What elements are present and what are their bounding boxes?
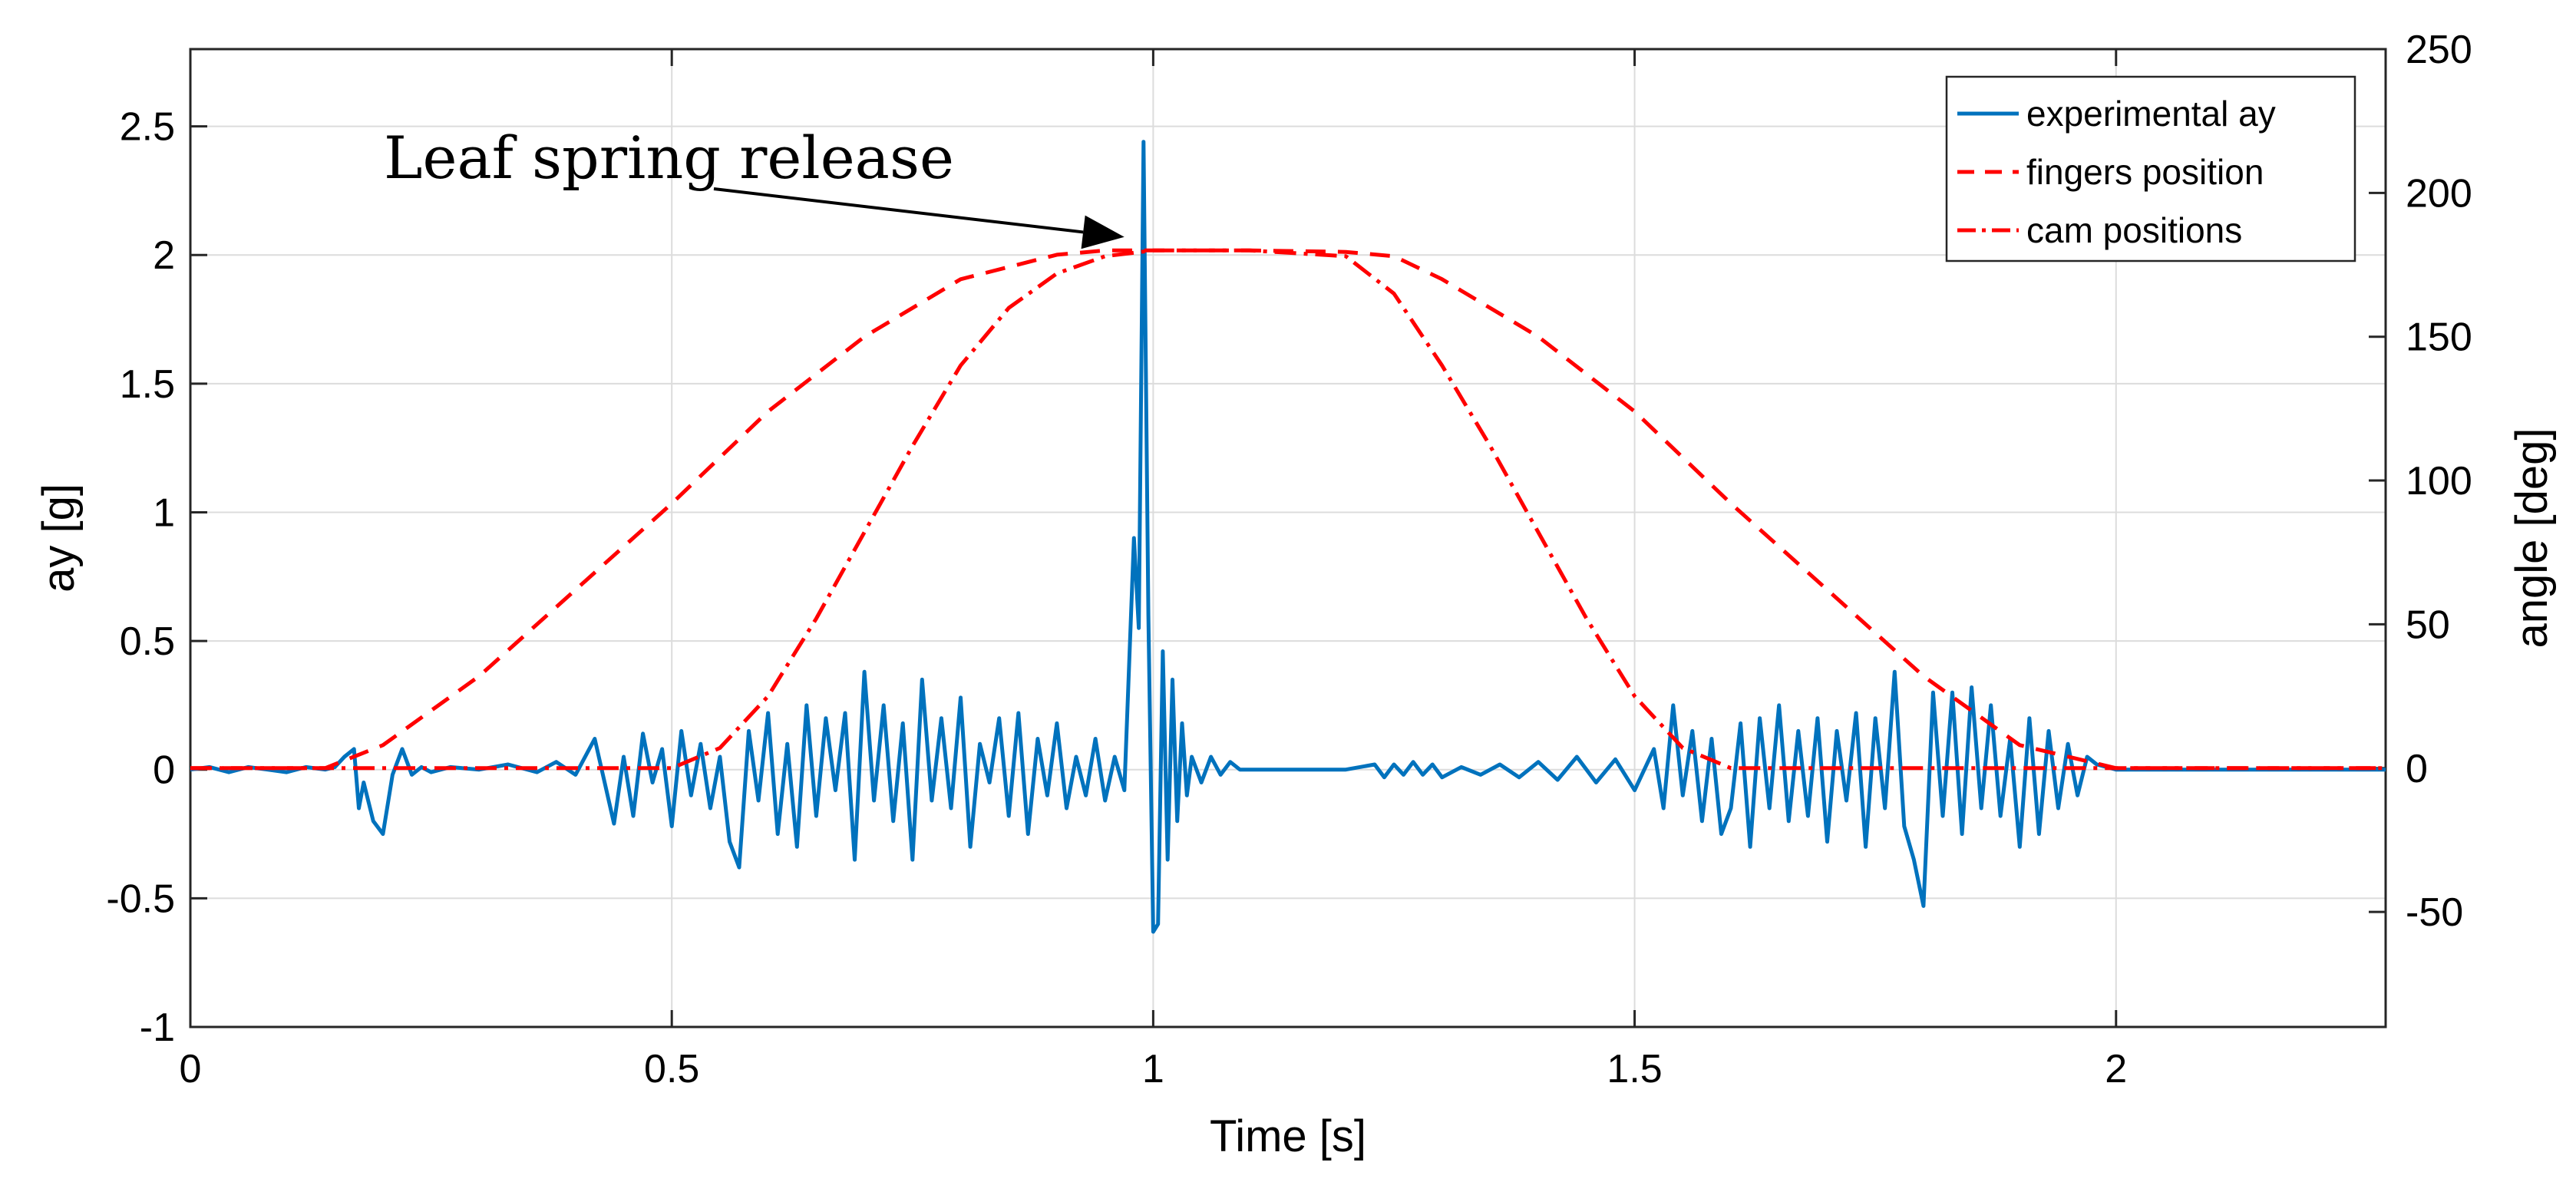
- legend-box: [1945, 75, 2356, 262]
- legend-label: fingers position: [2026, 152, 2264, 192]
- x-tick-label: 0: [180, 1047, 202, 1091]
- y2-tick-label: 250: [2406, 28, 2472, 72]
- y-tick-label: 0: [153, 748, 175, 793]
- x-tick-label: 1.5: [1607, 1047, 1662, 1091]
- legend-label: cam positions: [2026, 210, 2242, 250]
- legend: experimental ay fingers position cam posit…: [1945, 75, 2356, 262]
- y2-tick-label: -50: [2406, 890, 2463, 935]
- y2-tick-label: 100: [2406, 459, 2472, 504]
- annotation-arrow-head: [1081, 215, 1125, 249]
- series-line-cam-positions: [190, 248, 2386, 771]
- y2-tick-label: 150: [2406, 315, 2472, 360]
- y-tick-label: 2.5: [120, 105, 175, 150]
- y2-tick-label: 50: [2406, 603, 2450, 647]
- x-tick-label: 0.5: [644, 1047, 699, 1091]
- x-tick-label: 1: [1142, 1047, 1164, 1091]
- annotation: Leaf spring release: [384, 124, 1125, 249]
- y-tick-label: 0.5: [120, 619, 175, 664]
- y2-tick-label: 0: [2406, 747, 2428, 791]
- y-tick-label: 1: [153, 490, 175, 535]
- y2-tick-label: 200: [2406, 171, 2472, 216]
- ticks: 0 0.5 1 1.5 2 -1 -0.5 0 0.5 1 1.5 2 2.5 -50 0 50 100 150 2…: [106, 28, 2472, 1091]
- legend-label: experimental ay: [2026, 94, 2276, 134]
- y-tick-label: 2: [153, 233, 175, 278]
- annotation-arrow-line: [713, 187, 1084, 234]
- y2-axis-label: angle [deg]: [2507, 428, 2557, 648]
- grid: [190, 49, 2386, 1027]
- annotation-text: Leaf spring release: [384, 124, 954, 192]
- x-tick-label: 2: [2105, 1047, 2127, 1091]
- x-axis-label: Time [s]: [1210, 1111, 1366, 1161]
- series-line-experimental-ay: [190, 140, 2386, 934]
- series-group: [190, 140, 2386, 934]
- series-line-fingers-position: [190, 248, 2386, 771]
- y-tick-label: 1.5: [120, 362, 175, 407]
- y-tick-label: -1: [140, 1005, 175, 1050]
- plot-area: [189, 48, 2387, 1028]
- y-axis-label: ay [g]: [34, 484, 84, 593]
- y-tick-label: -0.5: [106, 877, 175, 921]
